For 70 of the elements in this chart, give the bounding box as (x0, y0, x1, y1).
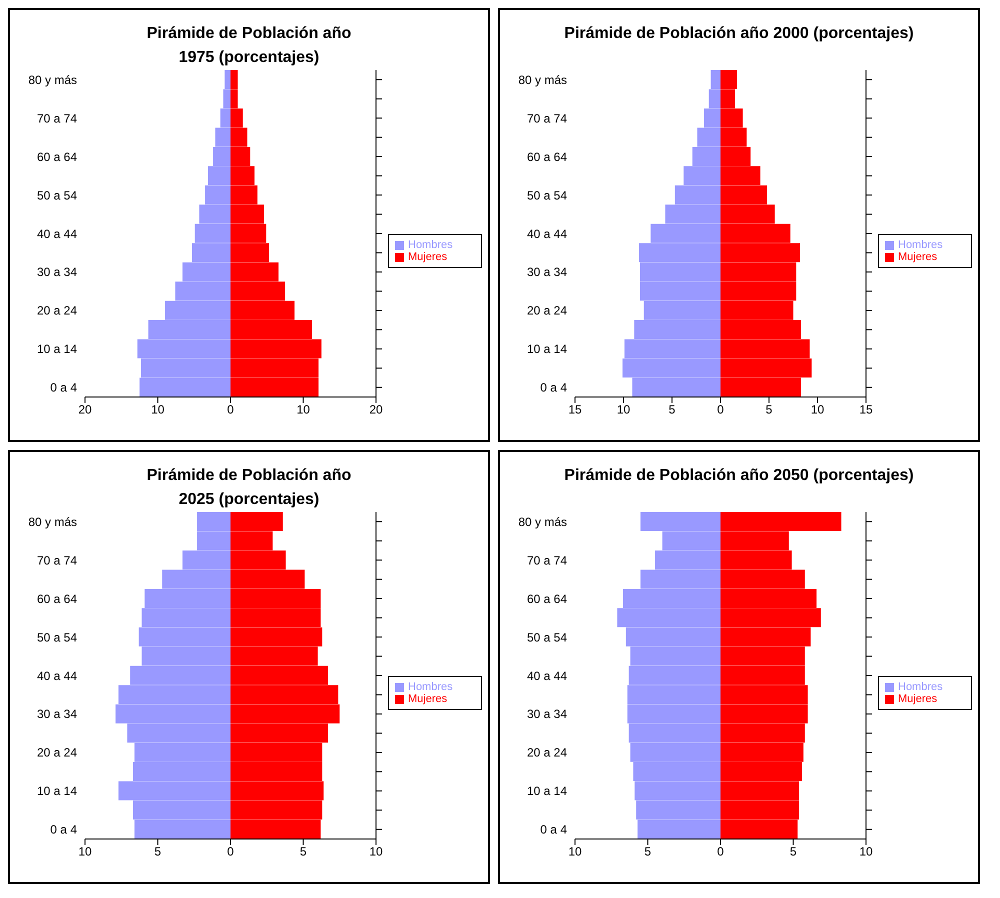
x-tick-label: 10 (151, 402, 165, 417)
y-tick-label: 70 a 74 (526, 111, 568, 126)
legend-label: Hombres (408, 681, 453, 693)
y-tick-label: 20 a 24 (526, 304, 568, 318)
x-tick-label: 20 (369, 402, 383, 417)
x-tick-label: 0 (227, 402, 234, 417)
x-tick-label: 15 (859, 402, 873, 417)
y-tick-label: 50 a 54 (36, 630, 78, 644)
y-tick-label: 40 a 44 (36, 668, 78, 683)
y-tick-label: 60 a 64 (526, 150, 568, 164)
chart-title: Pirámide de Población año 2050 (porcentajes) (563, 466, 915, 486)
x-tick-label: 5 (154, 844, 162, 859)
y-tick-label: 80 y más (518, 72, 567, 87)
y-tick-label: 60 a 64 (36, 592, 78, 606)
x-tick-label: 5 (644, 844, 652, 859)
y-tick-label: 0 a 4 (540, 822, 568, 837)
y-tick-label: 30 a 34 (36, 707, 78, 722)
y-tick-label: 20 a 24 (36, 746, 78, 760)
y-tick-label: 0 a 4 (50, 380, 78, 395)
y-tick-label: 60 a 64 (36, 150, 78, 164)
chart-title: Pirámide de Población año 2000 (porcentajes) (563, 24, 915, 44)
y-tick-label: 40 a 44 (526, 668, 568, 683)
x-tick-label: 10 (568, 844, 582, 859)
x-tick-label: 5 (790, 844, 797, 859)
legend-label: Hombres (898, 239, 943, 251)
x-tick-label: 0 (717, 844, 724, 859)
y-tick-label: 40 a 44 (36, 226, 78, 241)
x-tick-label: 10 (810, 402, 824, 417)
y-tick-label: 80 y más (28, 72, 77, 87)
y-tick-label: 10 a 14 (36, 342, 78, 356)
y-tick-label: 0 a 4 (50, 822, 78, 837)
y-tick-label: 50 a 54 (526, 188, 568, 202)
y-tick-label: 60 a 64 (526, 592, 568, 606)
x-tick-label: 0 (717, 402, 724, 417)
y-tick-label: 50 a 54 (526, 630, 568, 644)
chart-title: Pirámide de Población año 1975 (porcentajes) (146, 24, 352, 68)
legend-label: Hombres (898, 681, 943, 693)
y-tick-label: 80 y más (28, 514, 77, 529)
x-tick-label: 10 (369, 844, 383, 859)
x-tick-label: 10 (78, 844, 92, 859)
y-tick-label: 50 a 54 (36, 188, 78, 202)
x-tick-label: 5 (766, 402, 773, 417)
x-tick-label: 0 (227, 844, 234, 859)
y-tick-label: 70 a 74 (36, 111, 78, 126)
legend-label: Hombres (408, 239, 453, 251)
y-tick-label: 70 a 74 (36, 553, 78, 568)
x-tick-label: 10 (616, 402, 630, 417)
legend-label: Mujeres (898, 251, 938, 263)
x-tick-label: 5 (668, 402, 676, 417)
y-tick-label: 10 a 14 (526, 342, 568, 356)
y-tick-label: 0 a 4 (540, 380, 568, 395)
x-tick-label: 20 (78, 402, 92, 417)
y-tick-label: 30 a 34 (36, 265, 78, 280)
y-tick-label: 10 a 14 (526, 784, 568, 798)
chart-title: Pirámide de Población año 2025 (porcentajes) (146, 466, 352, 510)
y-tick-label: 20 a 24 (36, 304, 78, 318)
y-tick-label: 20 a 24 (526, 746, 568, 760)
x-tick-label: 10 (859, 844, 873, 859)
y-tick-label: 70 a 74 (526, 553, 568, 568)
x-tick-label: 10 (296, 402, 310, 417)
legend-label: Mujeres (408, 251, 448, 263)
legend-label: Mujeres (408, 693, 448, 705)
x-tick-label: 15 (568, 402, 582, 417)
y-tick-label: 30 a 34 (526, 707, 568, 722)
y-tick-label: 30 a 34 (526, 265, 568, 280)
y-tick-label: 80 y más (518, 514, 567, 529)
y-tick-label: 10 a 14 (36, 784, 78, 798)
x-tick-label: 5 (300, 844, 307, 859)
legend-label: Mujeres (898, 693, 938, 705)
y-tick-label: 40 a 44 (526, 226, 568, 241)
